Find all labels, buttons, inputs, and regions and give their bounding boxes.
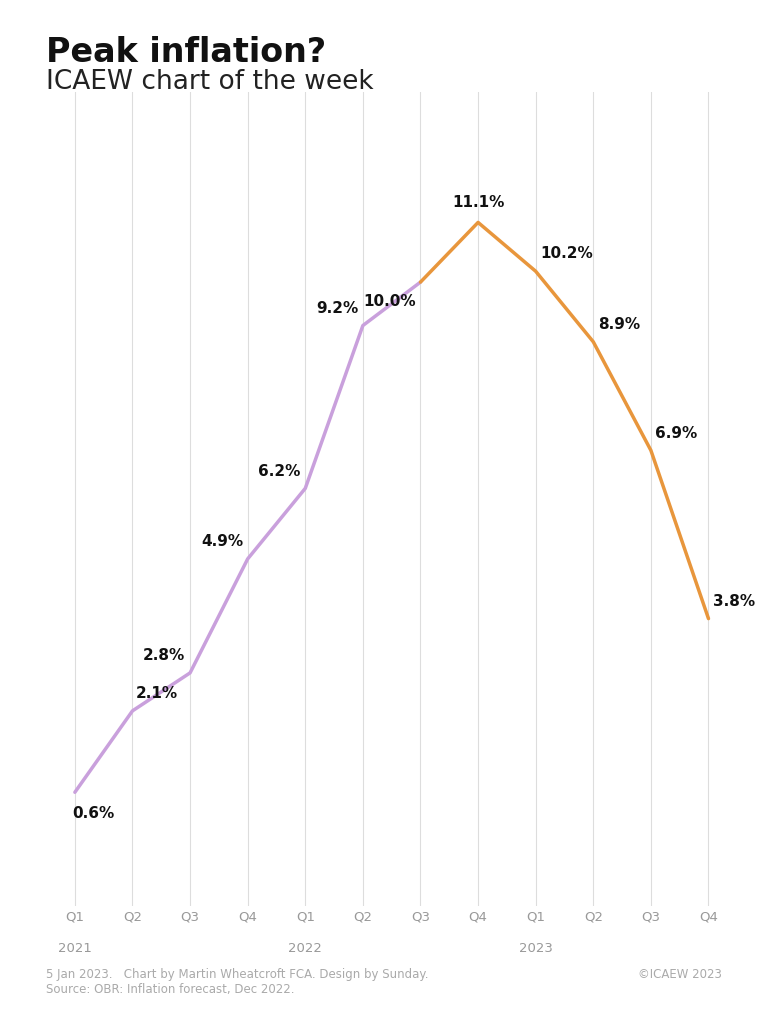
Text: Q3: Q3 [411, 910, 430, 924]
Text: 3.8%: 3.8% [713, 594, 755, 609]
Text: Q3: Q3 [641, 910, 660, 924]
Text: Q1: Q1 [526, 910, 545, 924]
Text: 6.2%: 6.2% [258, 464, 300, 478]
Text: Peak inflation?: Peak inflation? [46, 36, 326, 69]
Text: Q2: Q2 [584, 910, 603, 924]
Text: 4.9%: 4.9% [201, 535, 243, 549]
Text: Q2: Q2 [123, 910, 142, 924]
Text: Q2: Q2 [353, 910, 372, 924]
Text: 10.2%: 10.2% [541, 247, 593, 261]
Text: Q4: Q4 [238, 910, 257, 924]
Text: Q4: Q4 [699, 910, 718, 924]
Text: Q1: Q1 [65, 910, 84, 924]
Text: Q4: Q4 [468, 910, 488, 924]
Text: Q3: Q3 [180, 910, 200, 924]
Text: ©ICAEW 2023: ©ICAEW 2023 [638, 968, 722, 981]
Text: 2022: 2022 [288, 941, 323, 954]
Text: 2.1%: 2.1% [135, 686, 177, 701]
Text: 5 Jan 2023.   Chart by Martin Wheatcroft FCA. Design by Sunday.
Source: OBR: Inf: 5 Jan 2023. Chart by Martin Wheatcroft F… [46, 968, 429, 995]
Text: ICAEW chart of the week: ICAEW chart of the week [46, 69, 374, 94]
Text: 9.2%: 9.2% [316, 301, 358, 315]
Text: 10.0%: 10.0% [363, 294, 415, 309]
Text: 2021: 2021 [58, 941, 92, 954]
Text: 2023: 2023 [518, 941, 553, 954]
Text: 0.6%: 0.6% [72, 806, 114, 821]
Text: Q1: Q1 [296, 910, 315, 924]
Text: 8.9%: 8.9% [598, 317, 640, 332]
Text: 6.9%: 6.9% [655, 426, 698, 440]
Text: 11.1%: 11.1% [452, 196, 505, 211]
Text: 2.8%: 2.8% [143, 648, 185, 664]
